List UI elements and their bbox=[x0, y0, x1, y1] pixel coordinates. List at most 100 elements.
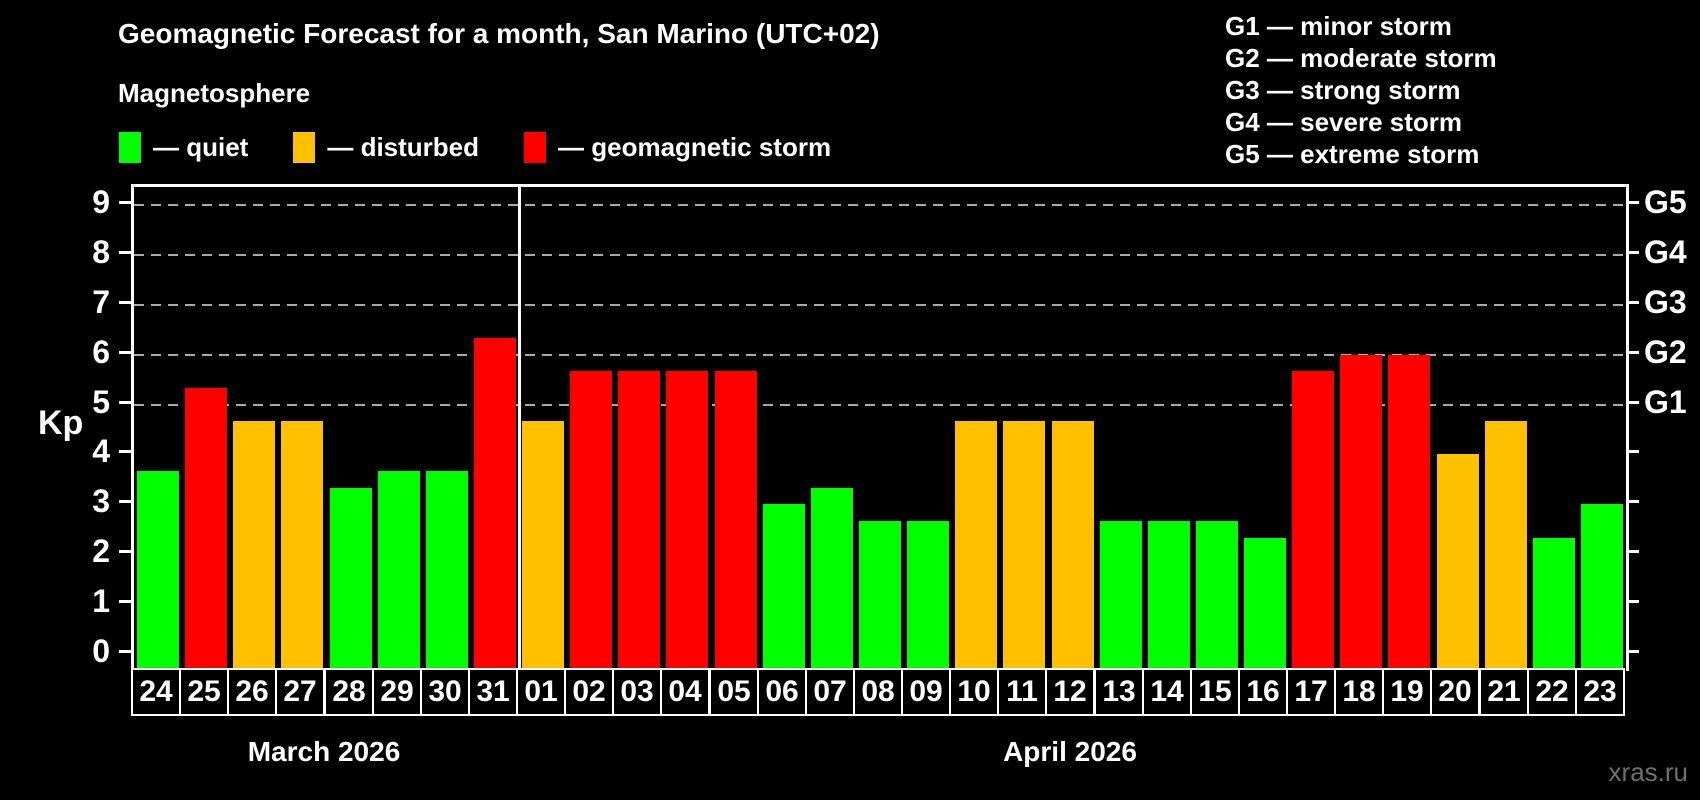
g-legend-line-3: G3 — strong storm bbox=[1225, 75, 1461, 105]
legend-swatch-storm bbox=[524, 132, 547, 163]
kp-bar-21 bbox=[1485, 421, 1527, 671]
kp-bar-16 bbox=[1244, 538, 1286, 671]
y-tick-right-0 bbox=[1626, 650, 1639, 653]
date-cell-05: 05 bbox=[709, 668, 759, 716]
date-cell-25: 25 bbox=[179, 668, 229, 716]
watermark: xras.ru bbox=[1608, 757, 1688, 787]
date-cell-27: 27 bbox=[275, 668, 325, 716]
kp-bar-18 bbox=[1340, 355, 1382, 671]
kp-bar-05 bbox=[715, 371, 757, 671]
y-tick-label-9: 9 bbox=[92, 183, 110, 220]
plot-area bbox=[131, 184, 1629, 671]
g-legend-line-4: G4 — severe storm bbox=[1225, 107, 1463, 137]
kp-bar-08 bbox=[859, 521, 901, 671]
kp-bar-06 bbox=[763, 504, 805, 671]
kp-bar-20 bbox=[1437, 454, 1479, 671]
y-tick-label-5: 5 bbox=[92, 383, 110, 420]
date-cell-16: 16 bbox=[1238, 668, 1288, 716]
y-tick-left-3 bbox=[119, 500, 132, 504]
kp-bar-11 bbox=[1003, 421, 1045, 671]
y-tick-right-3 bbox=[1626, 500, 1639, 504]
g-axis-label-g4: G4 bbox=[1644, 233, 1687, 270]
kp-bar-02 bbox=[570, 371, 612, 671]
chart-title: Geomagnetic Forecast for a month, San Ma… bbox=[118, 18, 880, 49]
date-cell-31: 31 bbox=[468, 668, 518, 716]
legend-item-disturbed: — disturbed bbox=[293, 132, 479, 163]
gridline-kp9 bbox=[134, 203, 1626, 206]
date-cell-15: 15 bbox=[1190, 668, 1240, 716]
month-label-0: March 2026 bbox=[247, 736, 401, 767]
date-cell-02: 02 bbox=[564, 668, 614, 716]
kp-bar-03 bbox=[618, 371, 660, 671]
y-tick-left-4 bbox=[119, 450, 132, 454]
date-cell-19: 19 bbox=[1382, 668, 1432, 716]
legend-label-storm: — geomagnetic storm bbox=[558, 132, 832, 162]
y-tick-left-8 bbox=[119, 250, 132, 254]
kp-bar-01 bbox=[522, 421, 564, 671]
kp-bar-30 bbox=[426, 471, 468, 671]
date-cell-13: 13 bbox=[1094, 668, 1144, 716]
y-tick-left-2 bbox=[119, 550, 132, 554]
y-axis-title: Kp bbox=[38, 404, 84, 442]
date-cell-03: 03 bbox=[612, 668, 662, 716]
month-divider-0 bbox=[518, 187, 521, 671]
legend-item-storm: — geomagnetic storm bbox=[524, 132, 831, 163]
y-tick-label-2: 2 bbox=[92, 533, 110, 570]
date-cell-18: 18 bbox=[1334, 668, 1384, 716]
y-tick-left-1 bbox=[119, 600, 132, 604]
date-cell-30: 30 bbox=[420, 668, 470, 716]
kp-bar-28 bbox=[330, 488, 372, 671]
y-tick-left-0 bbox=[119, 650, 132, 653]
kp-bar-24 bbox=[137, 471, 179, 671]
date-cell-14: 14 bbox=[1142, 668, 1192, 716]
y-tick-right-9 bbox=[1626, 200, 1639, 204]
gridline-kp7 bbox=[134, 303, 1626, 306]
kp-bar-17 bbox=[1292, 371, 1334, 671]
kp-bar-07 bbox=[811, 488, 853, 671]
date-cell-28: 28 bbox=[324, 668, 374, 716]
y-tick-left-7 bbox=[119, 300, 132, 304]
date-cell-04: 04 bbox=[660, 668, 710, 716]
kp-bar-19 bbox=[1388, 355, 1430, 671]
y-tick-left-9 bbox=[119, 200, 132, 204]
legend-item-quiet: — quiet bbox=[119, 132, 248, 163]
y-tick-label-6: 6 bbox=[92, 333, 110, 370]
y-tick-label-1: 1 bbox=[92, 583, 110, 620]
g-scale-legend: G1 — minor storm G2 — moderate storm G3 — … bbox=[1225, 10, 1497, 170]
month-label-1: April 2026 bbox=[1003, 736, 1137, 767]
date-cell-23: 23 bbox=[1575, 668, 1625, 716]
y-tick-right-2 bbox=[1626, 550, 1639, 554]
chart-subtitle: Magnetosphere bbox=[118, 78, 311, 108]
kp-bar-15 bbox=[1196, 521, 1238, 671]
kp-bar-10 bbox=[955, 421, 997, 671]
y-tick-left-6 bbox=[119, 350, 132, 354]
date-cell-21: 21 bbox=[1479, 668, 1529, 716]
g-legend-line-2: G2 — moderate storm bbox=[1225, 43, 1497, 73]
gridline-kp5 bbox=[134, 403, 1626, 406]
g-axis-label-g3: G3 bbox=[1644, 283, 1687, 320]
kp-level-legend: — quiet — disturbed — geomagnetic storm bbox=[119, 132, 831, 163]
y-tick-right-1 bbox=[1626, 600, 1639, 604]
legend-swatch-quiet bbox=[119, 132, 141, 163]
date-cell-08: 08 bbox=[853, 668, 903, 716]
date-cell-17: 17 bbox=[1286, 668, 1336, 716]
kp-bar-31 bbox=[474, 338, 516, 671]
gridline-kp8 bbox=[134, 253, 1626, 256]
y-tick-label-8: 8 bbox=[92, 233, 110, 270]
y-tick-left-5 bbox=[119, 400, 132, 404]
date-cell-09: 09 bbox=[901, 668, 951, 716]
date-cell-01: 01 bbox=[516, 668, 566, 716]
legend-swatch-disturbed bbox=[293, 132, 316, 163]
kp-bar-14 bbox=[1148, 521, 1190, 671]
y-tick-right-5 bbox=[1626, 400, 1639, 404]
date-axis-row: 24 25 26 27 28 29 30 31 01 02 03 04 05 06 07 08 09 10 11 12… bbox=[131, 668, 1629, 716]
kp-bar-27 bbox=[281, 421, 323, 671]
date-cell-11: 11 bbox=[997, 668, 1047, 716]
date-cell-24: 24 bbox=[131, 668, 181, 716]
g-legend-line-5: G5 — extreme storm bbox=[1225, 139, 1480, 169]
kp-bar-26 bbox=[233, 421, 275, 671]
y-tick-right-7 bbox=[1626, 300, 1639, 304]
kp-bar-12 bbox=[1052, 421, 1094, 671]
legend-label-quiet: — quiet bbox=[153, 132, 249, 162]
